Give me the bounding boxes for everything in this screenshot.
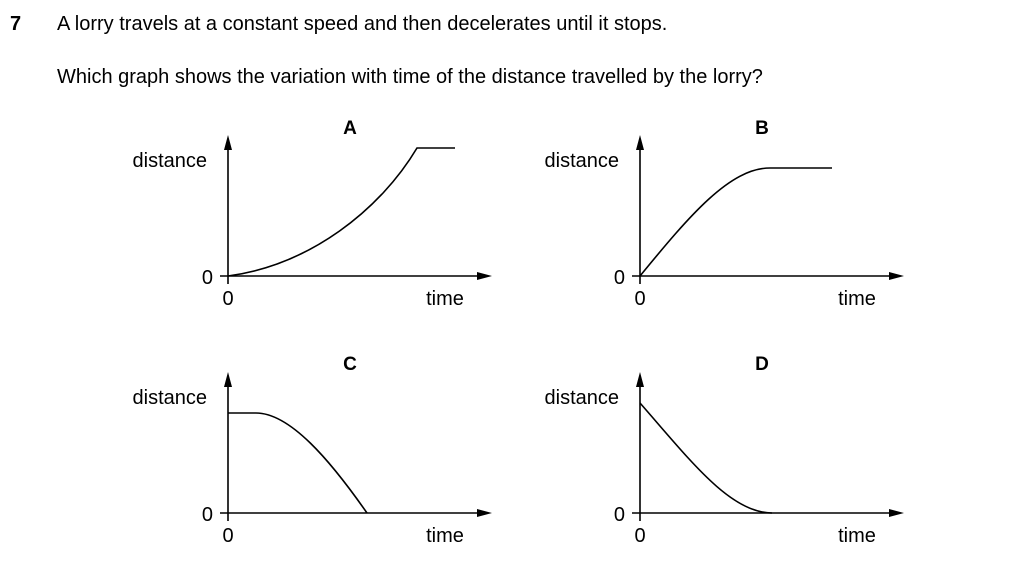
graph-d-curve (640, 403, 772, 513)
graph-c-curve (228, 413, 367, 513)
graph-a-curve (228, 148, 455, 276)
graph-a-x-origin: 0 (222, 288, 233, 310)
graph-a-x-label: time (426, 288, 464, 310)
graph-d-x-origin: 0 (634, 525, 645, 547)
graph-c-letter: C (343, 354, 357, 375)
graph-d-y-arrow (636, 372, 644, 387)
graph-d-y-origin: 0 (614, 504, 625, 526)
graph-a-x-arrow (477, 272, 492, 280)
graph-b-x-arrow (889, 272, 904, 280)
graph-b-x-label: time (838, 288, 876, 310)
graph-a-y-label: distance (133, 150, 208, 172)
graph-d-x-label: time (838, 525, 876, 547)
graph-a: A distance 0 0 time (133, 118, 493, 310)
graph-d: D distance 0 0 time (545, 354, 905, 547)
graph-d-x-arrow (889, 509, 904, 517)
graph-d-y-label: distance (545, 387, 620, 409)
graph-b-y-label: distance (545, 150, 620, 172)
graph-c-y-label: distance (133, 387, 208, 409)
graph-b-y-arrow (636, 135, 644, 150)
graph-b-curve (640, 168, 832, 276)
graph-d-letter: D (755, 354, 769, 375)
graph-b-letter: B (755, 118, 769, 139)
graph-a-y-origin: 0 (202, 267, 213, 289)
graph-b-y-origin: 0 (614, 267, 625, 289)
graph-a-y-arrow (224, 135, 232, 150)
graph-c-y-arrow (224, 372, 232, 387)
graph-a-letter: A (343, 118, 357, 139)
graph-c: C distance 0 0 time (133, 354, 493, 547)
graph-c-x-origin: 0 (222, 525, 233, 547)
graph-c-x-label: time (426, 525, 464, 547)
graph-b: B distance 0 0 time (545, 118, 905, 310)
graph-c-x-arrow (477, 509, 492, 517)
graph-b-x-origin: 0 (634, 288, 645, 310)
graph-c-y-origin: 0 (202, 504, 213, 526)
